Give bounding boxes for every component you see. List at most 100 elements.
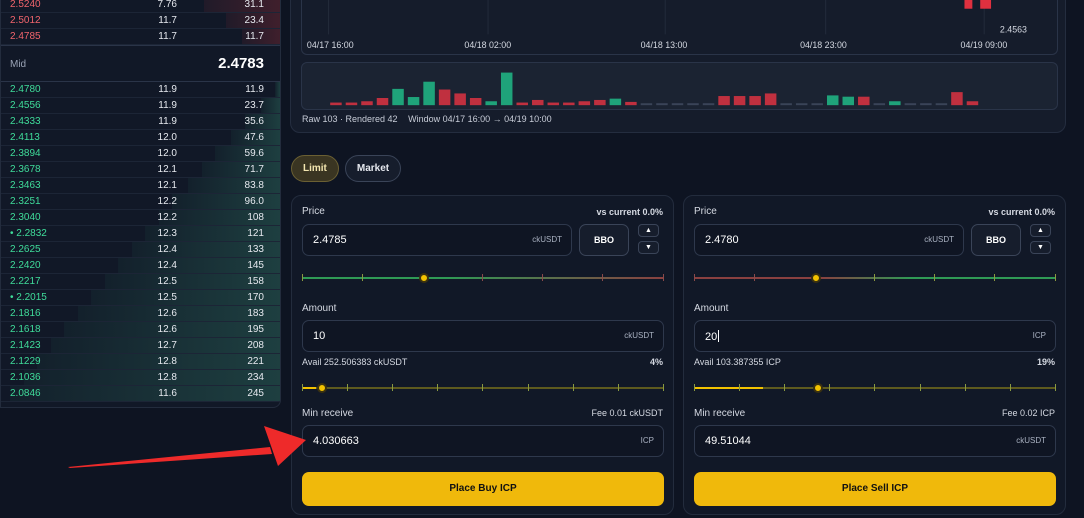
volume-bar — [625, 101, 637, 106]
place-sell-button[interactable]: Place Sell ICP — [694, 472, 1056, 506]
volume-bar — [904, 103, 917, 106]
price-down-button[interactable]: ▼ — [638, 241, 659, 254]
price-slider-handle[interactable] — [419, 273, 429, 283]
bid-price: 2.0846 — [10, 388, 41, 399]
ask-price: 2.5012 — [10, 15, 41, 26]
bid-row[interactable]: 2.2217 12.5 158 — [1, 274, 280, 290]
ask-row[interactable]: 2.5012 11.7 23.4 — [1, 13, 280, 29]
price-up-button[interactable]: ▲ — [638, 224, 659, 237]
bid-total: 221 — [247, 356, 264, 367]
fee-label: Fee 0.02 ICP — [1001, 408, 1055, 418]
bid-row[interactable]: 2.3040 12.2 108 — [1, 210, 280, 226]
ask-row[interactable]: 2.5240 7.76 31.1 — [1, 0, 280, 13]
bid-row[interactable]: 2.4780 11.9 11.9 — [1, 82, 280, 98]
price-down-button[interactable]: ▼ — [1030, 241, 1051, 254]
order-type-tabs: Limit Market — [291, 155, 402, 182]
depth-bar — [91, 290, 280, 305]
bbo-button[interactable]: BBO — [579, 224, 629, 256]
amount-slider-handle[interactable] — [812, 383, 823, 393]
depth-bar — [118, 258, 280, 273]
bid-qty: 12.5 — [157, 276, 177, 287]
arrow-shaft — [68, 447, 272, 468]
amount-slider[interactable] — [302, 383, 664, 393]
min-receive-unit: ICP — [640, 436, 654, 445]
bid-row[interactable]: 2.4556 11.9 23.7 — [1, 98, 280, 114]
price-slider[interactable] — [302, 273, 664, 283]
price-input[interactable]: 2.4785 ckUSDT — [302, 224, 572, 256]
tab-limit[interactable]: Limit — [291, 155, 339, 182]
tab-market[interactable]: Market — [344, 155, 402, 182]
amount-slider-fill — [302, 387, 317, 389]
bid-row[interactable]: 2.3894 12.0 59.6 — [1, 146, 280, 162]
depth-bar — [242, 29, 280, 44]
amount-slider[interactable] — [694, 383, 1056, 393]
bid-qty: 12.6 — [157, 324, 177, 335]
bid-total: 208 — [247, 340, 264, 351]
price-slider[interactable] — [694, 273, 1056, 283]
depth-bar — [244, 114, 280, 129]
bid-price: • 2.2832 — [10, 228, 47, 239]
bid-price: 2.3463 — [10, 180, 41, 191]
depth-bar — [231, 130, 280, 145]
ask-total: 23.4 — [244, 15, 264, 26]
depth-bar — [188, 178, 280, 193]
render-count: Raw 103 · Rendered 42 — [302, 114, 398, 124]
last-price-label: 2.4563 — [1000, 24, 1027, 34]
amount-slider-handle[interactable] — [317, 383, 328, 393]
bid-total: 59.6 — [244, 148, 264, 159]
bid-row[interactable]: • 2.2832 12.3 121 — [1, 226, 280, 242]
bid-row[interactable]: 2.3678 12.1 71.7 — [1, 162, 280, 178]
amount-label: Amount — [694, 303, 729, 314]
volume-bar — [749, 96, 761, 106]
bid-row[interactable]: 2.2420 12.4 145 — [1, 258, 280, 274]
price-up-button[interactable]: ▲ — [1030, 224, 1051, 237]
bid-row[interactable]: 2.2625 12.4 133 — [1, 242, 280, 258]
volume-bar — [578, 101, 591, 106]
place-buy-button[interactable]: Place Buy ICP — [302, 472, 664, 506]
volume-bar — [594, 99, 606, 106]
volume-bar — [733, 96, 746, 106]
bid-price: 2.2625 — [10, 244, 41, 255]
bid-total: 11.9 — [245, 84, 264, 95]
depth-bar — [204, 0, 280, 12]
bid-row[interactable]: 2.0846 11.6 245 — [1, 386, 280, 402]
bid-price: 2.3251 — [10, 196, 41, 207]
bid-price: 2.2420 — [10, 260, 41, 271]
order-book-mid: Mid 2.4783 — [1, 45, 280, 82]
bid-row[interactable]: 2.1816 12.6 183 — [1, 306, 280, 322]
bid-row[interactable]: 2.3463 12.1 83.8 — [1, 178, 280, 194]
buy-form: Price vs current 0.0% 2.4785 ckUSDT BBO … — [291, 195, 674, 515]
ask-price: 2.4785 — [10, 31, 41, 42]
price-chart[interactable]: 2.4563 04/17 16:00 04/18 02:00 04/18 13:… — [301, 0, 1058, 55]
x-tick-label: 04/18 13:00 — [641, 40, 688, 50]
bid-total: 195 — [247, 324, 264, 335]
bid-row[interactable]: 2.4333 11.9 35.6 — [1, 114, 280, 130]
volume-bar — [718, 96, 730, 106]
bid-total: 83.8 — [244, 180, 264, 191]
fee-label: Fee 0.01 ckUSDT — [591, 408, 663, 418]
bid-qty: 12.2 — [157, 212, 177, 223]
bid-row[interactable]: 2.1618 12.6 195 — [1, 322, 280, 338]
depth-bar — [37, 354, 280, 369]
bid-total: 96.0 — [244, 196, 264, 207]
candle — [980, 0, 992, 9]
bid-row[interactable]: • 2.2015 12.5 170 — [1, 290, 280, 306]
amount-input[interactable]: 20 ICP — [694, 320, 1056, 352]
bid-price: 2.1618 — [10, 324, 41, 335]
ask-row[interactable]: 2.4785 11.7 11.7 — [1, 29, 280, 45]
vs-current: vs current 0.0% — [596, 207, 663, 217]
depth-bar — [158, 210, 280, 225]
bid-row[interactable]: 2.1036 12.8 234 — [1, 370, 280, 386]
bid-row[interactable]: 2.1423 12.7 208 — [1, 338, 280, 354]
volume-chart[interactable] — [301, 62, 1058, 110]
bid-row[interactable]: 2.3251 12.2 96.0 — [1, 194, 280, 210]
volume-bar — [920, 103, 932, 106]
price-input[interactable]: 2.4780 ckUSDT — [694, 224, 964, 256]
amount-input[interactable]: 10 ckUSDT — [302, 320, 664, 352]
candle — [964, 0, 973, 9]
price-slider-handle[interactable] — [811, 273, 821, 283]
bbo-button[interactable]: BBO — [971, 224, 1021, 256]
bid-row[interactable]: 2.1229 12.8 221 — [1, 354, 280, 370]
bid-row[interactable]: 2.4113 12.0 47.6 — [1, 130, 280, 146]
bid-qty: 12.7 — [157, 340, 177, 351]
